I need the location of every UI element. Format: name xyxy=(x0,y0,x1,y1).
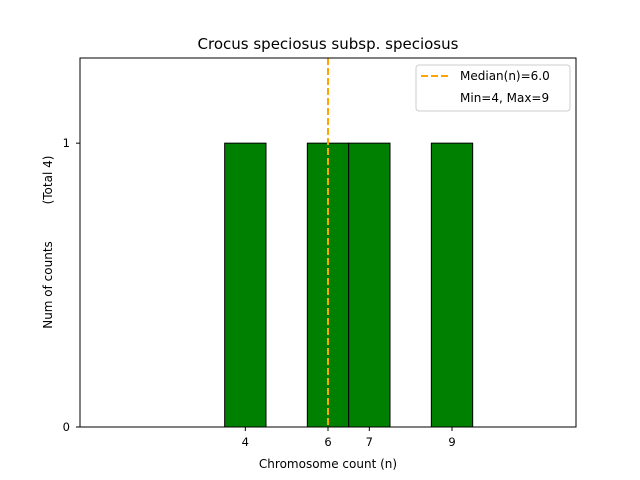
y-tick-label-0: 0 xyxy=(63,420,70,434)
y-tick-label-1: 1 xyxy=(63,136,70,150)
legend: Median(n)=6.0 Min=4, Max=9 xyxy=(415,64,571,112)
y-axis-label: Num of counts xyxy=(41,241,55,329)
bar-4 xyxy=(224,142,267,428)
chart-title: Crocus speciosus subsp. speciosus xyxy=(198,35,459,53)
x-tick-label-7: 7 xyxy=(366,435,373,449)
bars-group xyxy=(224,142,474,428)
x-tick-label-4: 4 xyxy=(242,435,249,449)
bar-9 xyxy=(430,142,474,428)
x-axis-label: Chromosome count (n) xyxy=(259,457,397,471)
x-tick-label-6: 6 xyxy=(324,435,331,449)
x-tick-label-9: 9 xyxy=(448,435,455,449)
legend-box xyxy=(415,64,571,112)
y-axis-total-label: (Total 4) xyxy=(41,156,55,205)
y-axis: 01 xyxy=(63,136,80,434)
legend-minmax-label: Min=4, Max=9 xyxy=(460,91,549,105)
x-axis: 4 6 7 9 xyxy=(242,427,456,449)
bar-7 xyxy=(348,142,391,428)
legend-median-label: Median(n)=6.0 xyxy=(460,69,550,83)
